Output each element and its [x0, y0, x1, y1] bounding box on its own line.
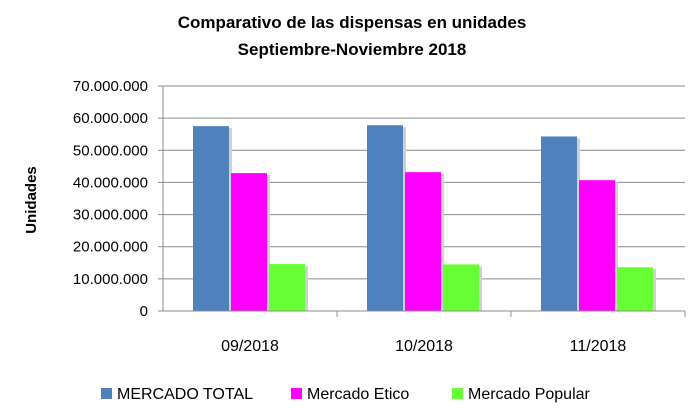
legend-label: MERCADO TOTAL	[117, 386, 253, 403]
y-tick-label: 30.000.000	[73, 207, 148, 224]
chart-title: Comparativo de las dispensas en unidades	[178, 13, 527, 32]
bar	[443, 264, 479, 311]
axes: 0 10.000.000 20.000.000 30.000.000 40.000.00…	[73, 78, 686, 355]
bar	[367, 125, 403, 311]
y-tick-label: 20.000.000	[73, 239, 148, 256]
x-tick-label: 10/2018	[395, 338, 453, 355]
bars	[193, 125, 656, 311]
y-tick-label: 50.000.000	[73, 142, 148, 159]
legend-swatch	[452, 388, 463, 399]
y-tick-label: 0	[140, 303, 148, 320]
legend-swatch	[101, 388, 112, 399]
legend-swatch	[291, 388, 302, 399]
bar	[617, 267, 653, 311]
bar	[193, 126, 229, 311]
y-tick-label: 10.000.000	[73, 271, 148, 288]
y-axis-label: Unidades	[23, 166, 40, 234]
legend-label: Mercado Etico	[307, 386, 409, 403]
y-tick-label: 40.000.000	[73, 174, 148, 191]
legend: MERCADO TOTAL Mercado Etico Mercado Popula…	[101, 386, 591, 403]
bar	[541, 136, 577, 311]
bar	[269, 264, 305, 311]
x-tick-label: 09/2018	[221, 338, 279, 355]
chart-subtitle: Septiembre-Noviembre 2018	[238, 40, 467, 59]
legend-label: Mercado Popular	[468, 386, 591, 403]
bar	[405, 172, 441, 311]
y-tick-label: 60.000.000	[73, 110, 148, 127]
bar	[579, 180, 615, 311]
x-tick-label: 11/2018	[570, 338, 627, 355]
y-tick-label: 70.000.000	[73, 78, 148, 95]
bar	[231, 173, 267, 311]
